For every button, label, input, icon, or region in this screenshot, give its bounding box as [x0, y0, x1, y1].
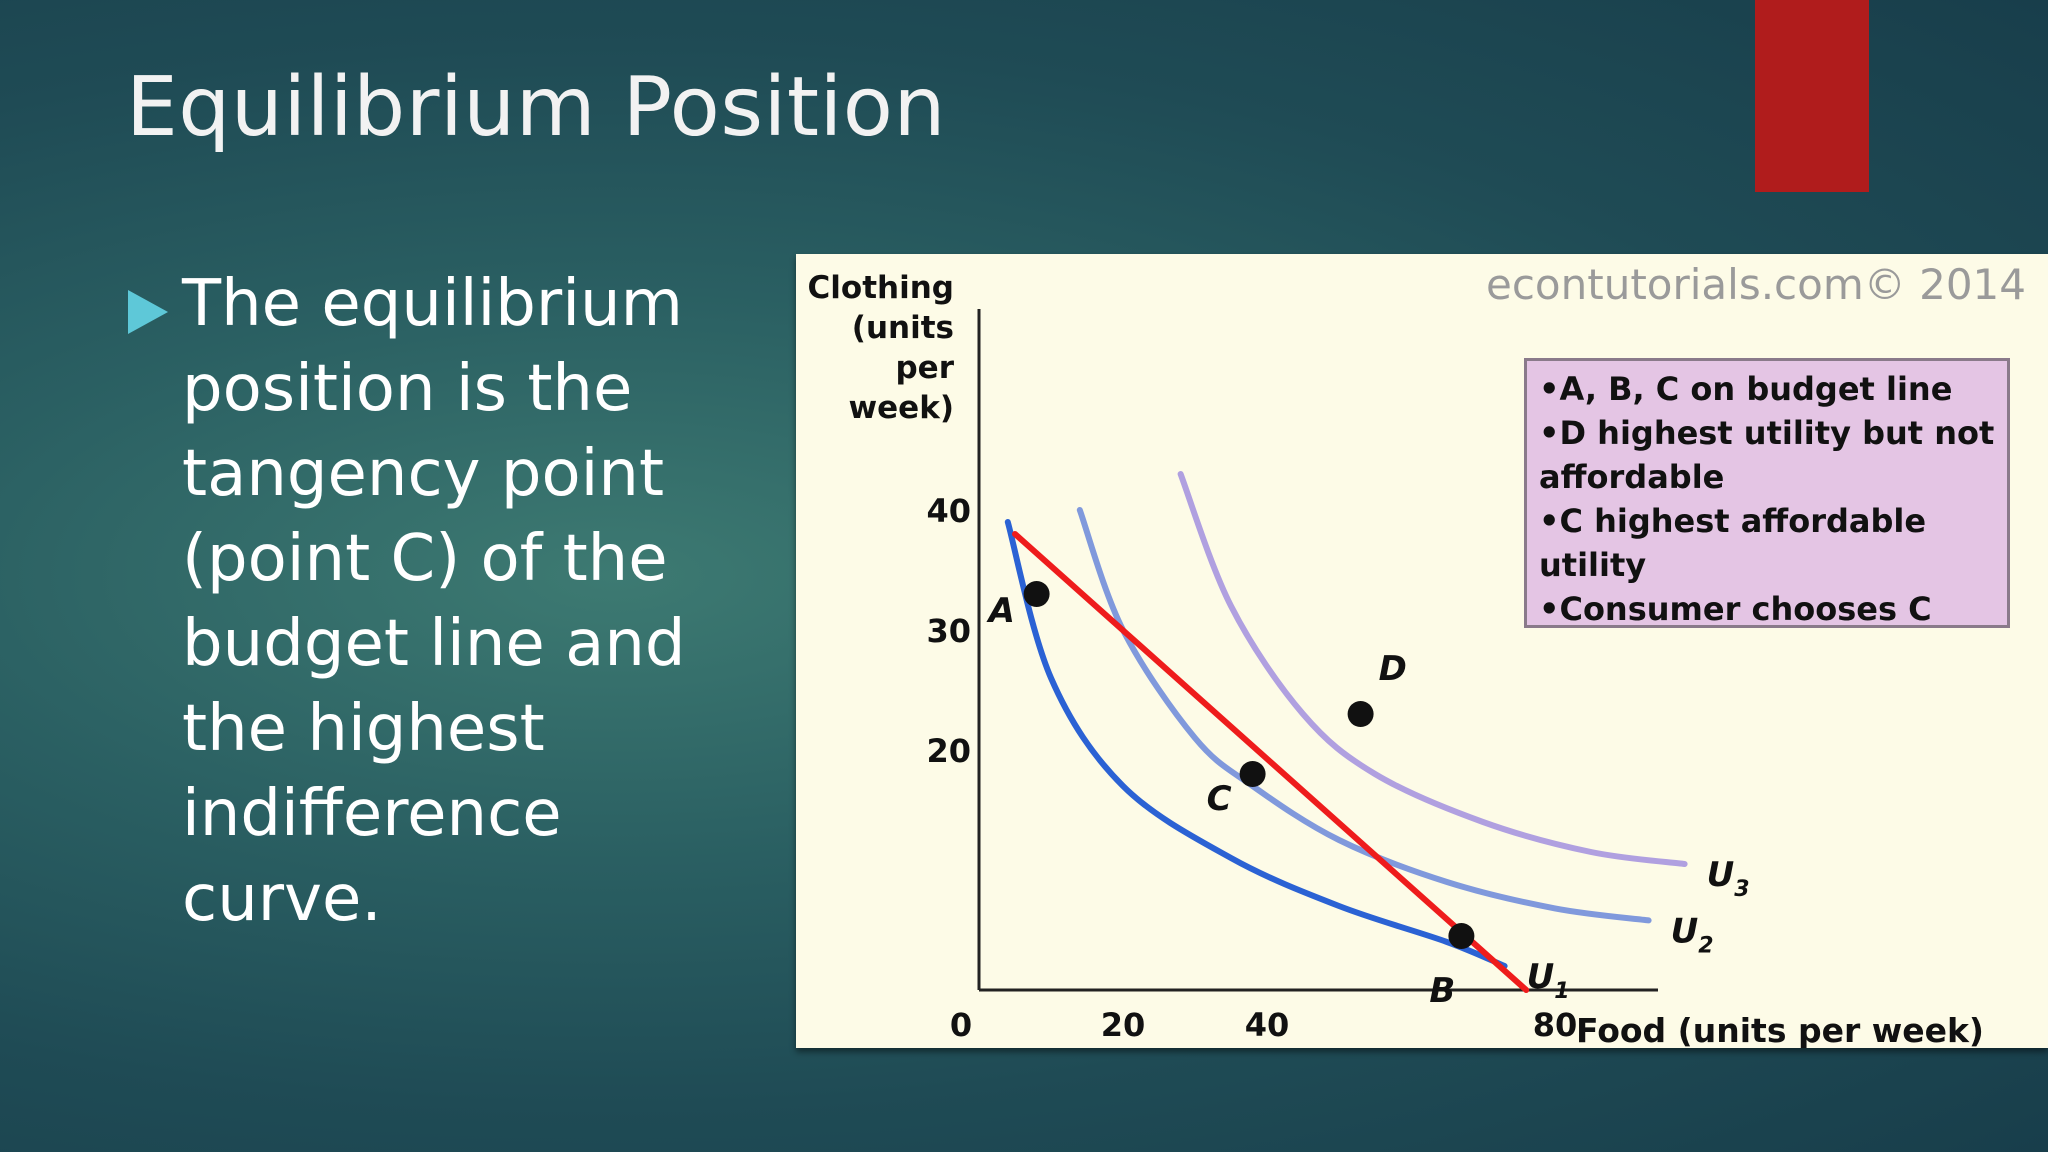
point-label: B: [1429, 971, 1455, 1011]
curve-label-letter: U: [1527, 957, 1555, 997]
y-axis-title-line: (units per: [851, 310, 954, 386]
y-tick-label: 20: [926, 732, 971, 770]
annotation-line: •Consumer chooses C: [1539, 590, 1932, 628]
point-label: C: [1207, 779, 1232, 819]
curve-label-subscript: 2: [1698, 933, 1713, 958]
chart-panel: 20 30 40 0 20 40 80 Food (units per week) U1 U2 U3…: [796, 254, 2048, 1048]
annotation-line: affordable: [1539, 458, 1725, 496]
curve-label: U2: [1671, 911, 1714, 958]
indifference-curve-u1: [1004, 519, 1508, 969]
bullet-text: The equilibrium position is the tangency…: [182, 267, 686, 936]
y-axis-title: Clothing (units per week): [802, 268, 954, 428]
point-label: A: [986, 591, 1015, 631]
x-tick-label: 0: [950, 1006, 972, 1044]
triangle-bullet-icon: [128, 290, 168, 334]
point-a: [1023, 581, 1050, 607]
annotation-line: •A, B, C on budget line: [1539, 370, 1953, 408]
x-axis-title: Food (units per week): [1576, 1011, 1984, 1048]
annotation-line: utility: [1539, 546, 1647, 584]
watermark: econtutorials.com© 2014: [1485, 260, 2026, 309]
y-axis-title-line: week): [848, 390, 954, 426]
curve-label: U3: [1707, 855, 1750, 902]
accent-tab: [1755, 0, 1869, 192]
annotation-line: •D highest utility but not: [1539, 414, 1995, 452]
x-tick-label: 80: [1533, 1006, 1578, 1044]
curve-label-subscript: 3: [1734, 877, 1749, 902]
y-tick-label: 30: [926, 612, 971, 650]
x-tick-label: 20: [1101, 1006, 1146, 1044]
slide-title: Equilibrium Position: [126, 60, 946, 155]
y-tick-label: 40: [926, 492, 971, 530]
curve-label-subscript: 1: [1554, 979, 1569, 1004]
annotation-line: •C highest affordable: [1539, 502, 1927, 540]
curve-label-letter: U: [1671, 911, 1699, 951]
indifference-curve-u3: [1177, 471, 1688, 867]
y-axis-title-line: Clothing: [807, 270, 954, 306]
x-tick-label: 40: [1245, 1006, 1290, 1044]
point-label: D: [1379, 649, 1407, 689]
point-b: [1448, 923, 1475, 949]
bullet-item: The equilibrium position is the tangency…: [128, 262, 728, 942]
curve-label: U1: [1527, 957, 1570, 1004]
curve-label-letter: U: [1707, 855, 1735, 895]
annotation-box: •A, B, C on budget line •D highest utili…: [1524, 358, 2010, 628]
budget-line: [1012, 531, 1530, 993]
point-c: [1239, 761, 1266, 787]
point-d: [1347, 701, 1374, 727]
